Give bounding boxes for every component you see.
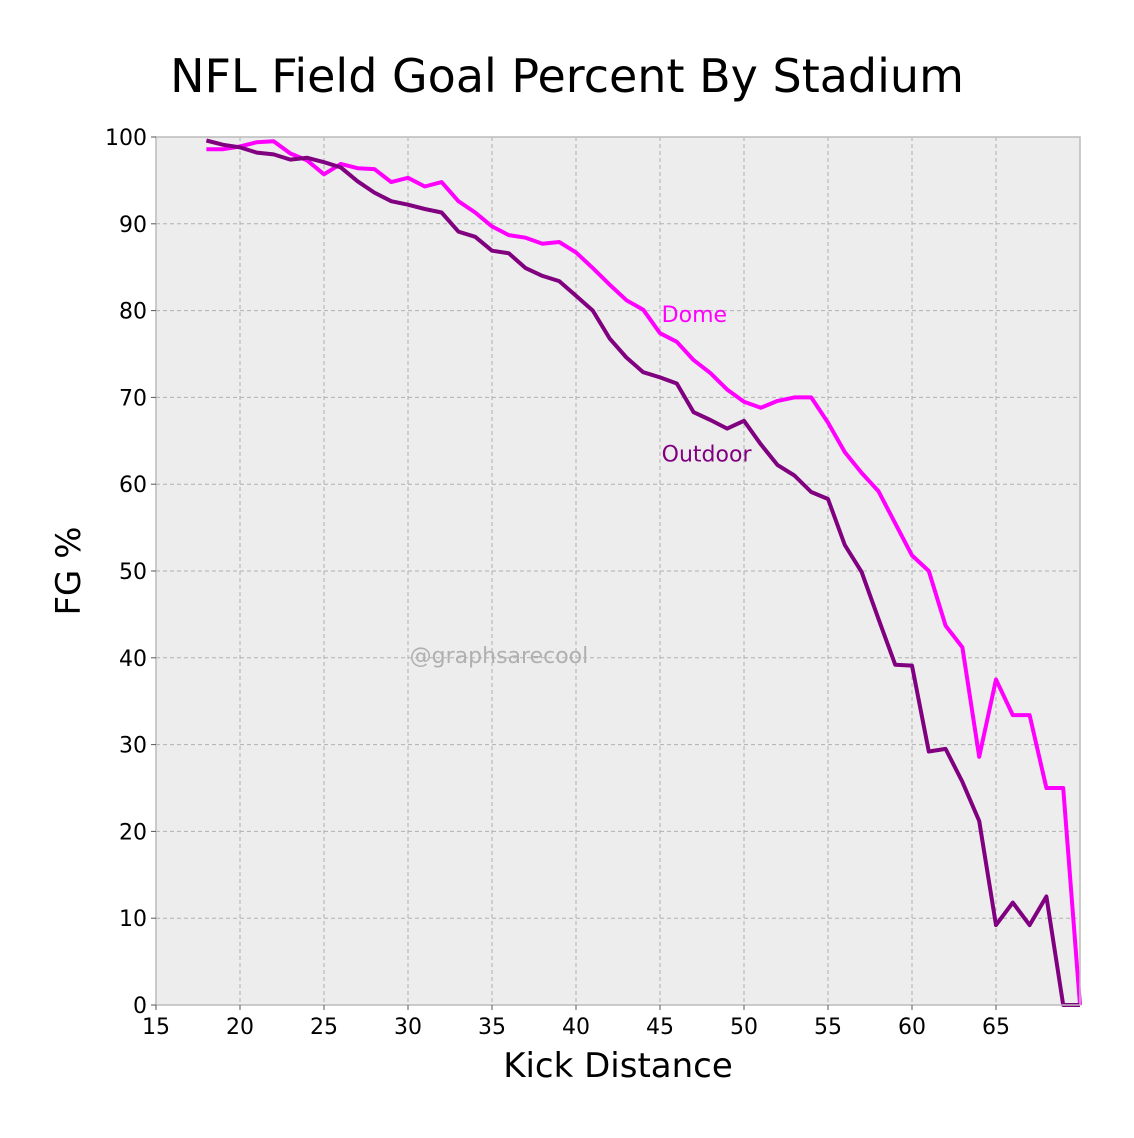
y-tick-label: 70 — [119, 386, 147, 411]
y-tick-label: 20 — [119, 820, 147, 845]
y-tick-label: 80 — [119, 300, 147, 325]
x-axis-label: Kick Distance — [503, 1046, 733, 1086]
annotation-dome: Dome — [662, 303, 727, 328]
y-tick-label: 40 — [119, 647, 147, 672]
y-tick-label: 30 — [119, 734, 147, 759]
y-tick-label: 100 — [105, 126, 147, 151]
series-line-dome — [206, 139, 1082, 1006]
x-tick-label: 55 — [814, 1015, 842, 1040]
series-line-outdoor — [205, 138, 1080, 1007]
x-tick-label: 50 — [730, 1015, 758, 1040]
y-tick-label: 50 — [119, 560, 147, 585]
x-tick-label: 20 — [226, 1015, 254, 1040]
x-tick-label: 25 — [310, 1015, 338, 1040]
y-tick-label: 0 — [133, 994, 147, 1019]
x-tick-label: 35 — [478, 1015, 506, 1040]
annotations: Dome Outdoor — [662, 303, 753, 468]
watermark-text: @graphsarecool — [410, 644, 589, 669]
series-layer — [205, 138, 1082, 1007]
tick-labels: 15 20 25 30 35 40 45 50 55 60 65 0 10 20 30 40 50 60 70 80 9… — [105, 126, 1010, 1040]
x-tick-label: 65 — [982, 1015, 1010, 1040]
x-tick-label: 15 — [142, 1015, 170, 1040]
annotation-outdoor: Outdoor — [662, 443, 753, 468]
y-tick-label: 90 — [119, 213, 147, 238]
chart-title: NFL Field Goal Percent By Stadium — [170, 49, 964, 103]
x-tick-label: 45 — [646, 1015, 674, 1040]
x-tick-label: 40 — [562, 1015, 590, 1040]
x-tick-label: 60 — [898, 1015, 926, 1040]
y-tick-label: 60 — [119, 473, 147, 498]
y-axis-label: FG % — [49, 526, 89, 615]
x-tick-label: 30 — [394, 1015, 422, 1040]
y-tick-label: 10 — [119, 907, 147, 932]
